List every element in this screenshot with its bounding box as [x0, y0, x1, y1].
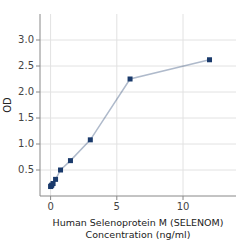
x-tick-label: 5 — [114, 201, 120, 212]
point — [68, 158, 73, 163]
plot-area — [48, 57, 212, 189]
chart-container: 0.5 1.0 1.5 2.0 2.5 3.0 0 5 10 Human Selenoprotei… — [0, 0, 250, 250]
y-axis-line — [40, 14, 41, 196]
x-tick-label: 10 — [177, 201, 190, 212]
point — [53, 177, 58, 182]
x-axis-label: Concentration (ng/ml) — [86, 229, 191, 240]
y-tick — [36, 66, 40, 67]
point — [207, 57, 212, 62]
line — [51, 60, 210, 187]
y-tick — [36, 118, 40, 119]
y-tick-label: 2.0 — [18, 86, 34, 97]
y-tick — [36, 144, 40, 145]
x-grid-line — [116, 14, 117, 196]
x-tick — [183, 196, 184, 200]
y-tick — [36, 170, 40, 171]
y-tick — [36, 40, 40, 41]
x-grid-line — [50, 14, 51, 196]
y-grid-line — [40, 118, 236, 119]
y-grid-line — [40, 40, 236, 41]
point — [58, 168, 63, 173]
y-tick-label: 1.5 — [18, 112, 34, 123]
x-axis-line — [40, 196, 236, 197]
x-axis-label: Human Selenoprotein M (SELENOM) — [53, 217, 224, 228]
y-tick — [36, 92, 40, 93]
y-tick-label: 0.5 — [18, 164, 34, 175]
axes: 0.5 1.0 1.5 2.0 2.5 3.0 0 5 10 Human Selenoprotei… — [2, 14, 236, 240]
y-grid-line — [40, 170, 236, 171]
y-tick-label: 2.5 — [18, 60, 34, 71]
chart: 0.5 1.0 1.5 2.0 2.5 3.0 0 5 10 Human Selenoprotei… — [0, 0, 250, 250]
y-tick-label: 1.0 — [18, 138, 34, 149]
point — [128, 77, 133, 82]
y-grid-line — [40, 66, 236, 67]
x-grid-line — [183, 14, 184, 196]
x-tick — [50, 196, 51, 200]
y-tick-label: 3.0 — [18, 34, 34, 45]
grid — [40, 14, 236, 196]
y-grid-line — [40, 144, 236, 145]
point — [88, 137, 93, 142]
y-axis-label: OD — [2, 97, 13, 113]
x-tick — [116, 196, 117, 200]
y-grid-line — [40, 92, 236, 93]
x-tick-label: 0 — [47, 201, 53, 212]
